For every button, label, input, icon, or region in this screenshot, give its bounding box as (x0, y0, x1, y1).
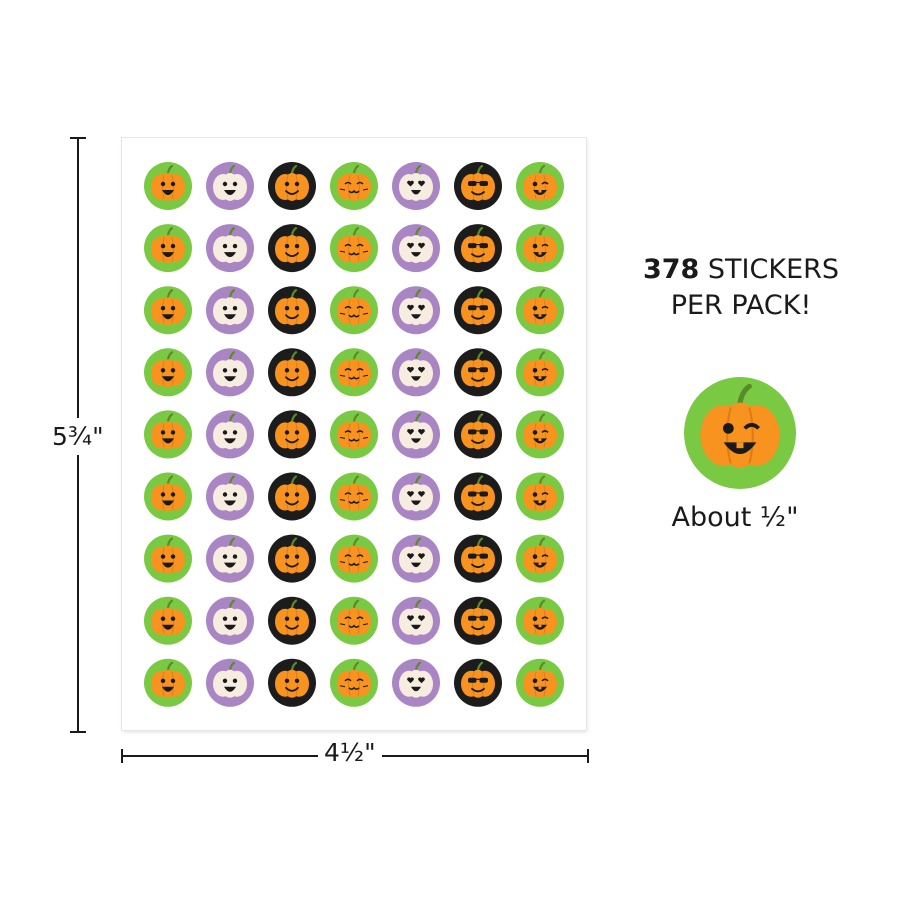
pumpkin-sunglasses-icon (454, 410, 502, 459)
pumpkin-cat-face-icon (330, 410, 378, 459)
ghost-pumpkin-heart-eyes-icon (392, 472, 440, 521)
pumpkin-cat-face-icon (330, 286, 378, 335)
pumpkin-wink-icon (516, 162, 564, 210)
ghost-pumpkin-icon (206, 162, 254, 210)
pumpkin-smile-icon (268, 410, 316, 459)
pumpkin-smile-icon (268, 596, 316, 645)
promo-line-1: 378 STICKERS (616, 252, 866, 288)
pumpkin-cat-face-icon (330, 224, 378, 273)
pumpkin-cat-face-icon (330, 162, 378, 210)
ghost-pumpkin-heart-eyes-icon (392, 410, 440, 459)
ghost-pumpkin-icon (206, 224, 254, 273)
pumpkin-grin-icon (144, 596, 192, 645)
pumpkin-cat-face-icon (330, 348, 378, 397)
pumpkin-smile-icon (268, 224, 316, 273)
pumpkin-smile-icon (268, 348, 316, 397)
pumpkin-sunglasses-icon (454, 472, 502, 521)
pumpkin-smile-icon (268, 162, 316, 210)
ghost-pumpkin-heart-eyes-icon (392, 348, 440, 397)
pumpkin-cat-face-icon (330, 472, 378, 521)
pumpkin-wink-icon (516, 410, 564, 459)
ghost-pumpkin-icon (206, 658, 254, 707)
pumpkin-wink-icon (516, 534, 564, 583)
ghost-pumpkin-icon (206, 534, 254, 583)
pumpkin-wink-icon (516, 348, 564, 397)
ghost-pumpkin-heart-eyes-icon (392, 534, 440, 583)
pumpkin-grin-icon (144, 162, 192, 210)
ghost-pumpkin-icon (206, 472, 254, 521)
pumpkin-sunglasses-icon (454, 224, 502, 273)
ghost-pumpkin-icon (206, 596, 254, 645)
pumpkin-grin-icon (144, 658, 192, 707)
ghost-pumpkin-heart-eyes-icon (392, 596, 440, 645)
pumpkin-smile-icon (268, 286, 316, 335)
pumpkin-grin-icon (144, 410, 192, 459)
ghost-pumpkin-icon (206, 348, 254, 397)
pumpkin-wink-icon (516, 286, 564, 335)
pumpkin-grin-icon (144, 286, 192, 335)
pumpkin-sunglasses-icon (454, 348, 502, 397)
pumpkin-wink-icon (516, 472, 564, 521)
pumpkin-grin-icon (144, 534, 192, 583)
pumpkin-sunglasses-icon (454, 658, 502, 707)
pumpkin-wink-icon (516, 658, 564, 707)
pumpkin-grin-icon (144, 348, 192, 397)
pumpkin-wink-icon (516, 224, 564, 273)
width-label: 4½" (318, 738, 382, 767)
ghost-pumpkin-icon (206, 286, 254, 335)
ghost-pumpkin-heart-eyes-icon (392, 658, 440, 707)
pumpkin-sunglasses-icon (454, 286, 502, 335)
ghost-pumpkin-icon (206, 410, 254, 459)
promo-line-1-rest: STICKERS (699, 254, 840, 285)
pumpkin-cat-face-icon (330, 596, 378, 645)
pumpkin-smile-icon (268, 534, 316, 583)
ghost-pumpkin-heart-eyes-icon (392, 162, 440, 210)
pumpkin-smile-icon (268, 658, 316, 707)
sticker-size-label: About ½" (671, 502, 799, 533)
pumpkin-grin-icon (144, 224, 192, 273)
pumpkin-wink-icon (516, 596, 564, 645)
pumpkin-grin-icon (144, 472, 192, 521)
promo-line-2: PER PACK! (670, 290, 812, 321)
pumpkin-sunglasses-icon (454, 534, 502, 583)
pumpkin-sunglasses-icon (454, 596, 502, 645)
pumpkin-cat-face-icon (330, 658, 378, 707)
sticker-count: 378 (642, 254, 700, 285)
pumpkin-sunglasses-icon (454, 162, 502, 210)
pumpkin-smile-icon (268, 472, 316, 521)
ghost-pumpkin-heart-eyes-icon (392, 286, 440, 335)
ghost-pumpkin-heart-eyes-icon (392, 224, 440, 273)
promo-text: 378 STICKERS PER PACK! (616, 252, 866, 324)
height-label: 5¾" (52, 418, 104, 455)
pumpkin-cat-face-icon (330, 534, 378, 583)
